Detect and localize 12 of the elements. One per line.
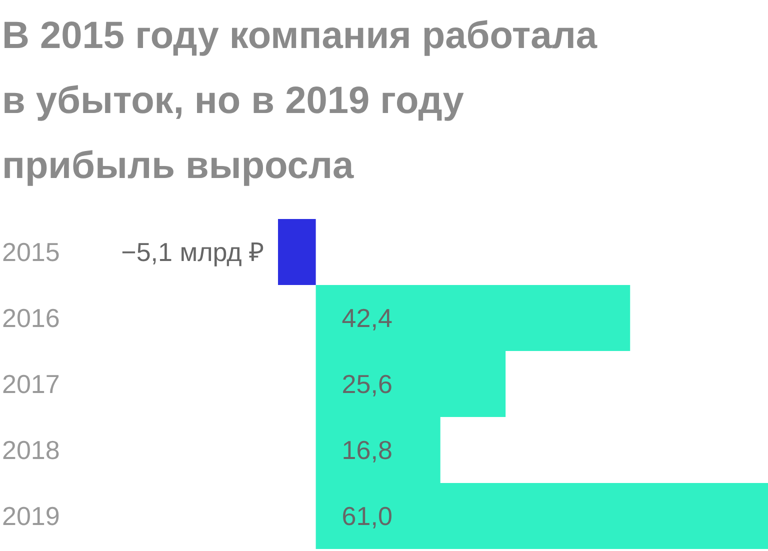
data-label: 61,0 — [342, 501, 392, 532]
y-tick-label: 2017 — [2, 369, 60, 400]
data-label: −5,1 млрд ₽ — [121, 237, 264, 268]
y-tick-label: 2018 — [2, 435, 60, 466]
y-tick-label: 2016 — [2, 303, 60, 334]
chart-title: В 2015 году компания работала в убыток, но в 2019 году прибыль выросла — [2, 15, 598, 187]
data-label: 25,6 — [342, 369, 392, 400]
y-tick-label: 2019 — [2, 501, 60, 532]
y-tick-label: 2015 — [2, 237, 60, 268]
bar — [278, 219, 316, 285]
data-label: 42,4 — [342, 303, 392, 334]
data-label: 16,8 — [342, 435, 392, 466]
